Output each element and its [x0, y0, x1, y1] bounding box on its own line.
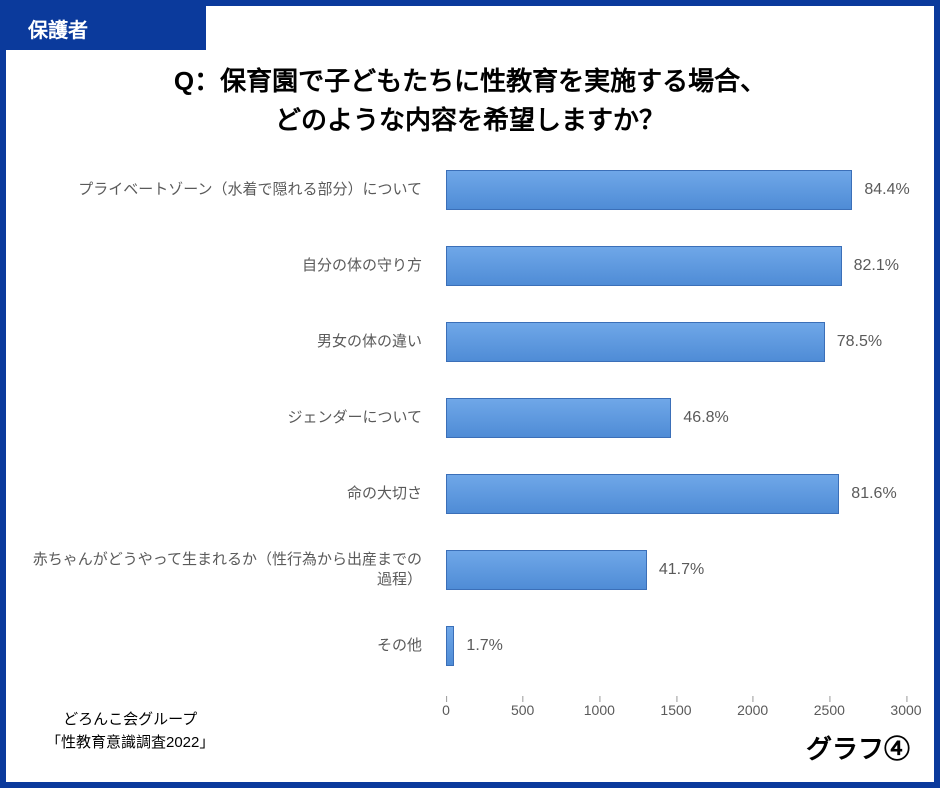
bar-plot-area: 1.7% [446, 622, 906, 670]
bar-row: 命の大切さ 81.6% [26, 470, 926, 518]
bar-plot-area: 78.5% [446, 318, 906, 366]
bar [446, 550, 647, 590]
bar-plot-area: 81.6% [446, 470, 906, 518]
x-tick: 3000 [890, 702, 921, 718]
x-tick: 1500 [660, 702, 691, 718]
x-tick: 0 [442, 702, 450, 718]
bar-row: ジェンダーについて 46.8% [26, 394, 926, 442]
category-label: 赤ちゃんがどうやって生まれるか（性行為から出産までの過程） [26, 550, 436, 591]
title-line-1: Q：保育園で子どもたちに性教育を実施する場合、 [174, 66, 766, 96]
tick-mark [753, 696, 754, 702]
tick-label: 1000 [584, 702, 615, 718]
bar-plot-area: 84.4% [446, 166, 906, 214]
bar-plot-area: 82.1% [446, 242, 906, 290]
bar-row: プライベートゾーン（水着で隠れる部分）について 84.4% [26, 166, 926, 214]
category-label: プライベートゾーン（水着で隠れる部分）について [26, 180, 436, 200]
category-label: 男女の体の違い [26, 332, 436, 352]
tick-label: 1500 [660, 702, 691, 718]
bar [446, 246, 842, 286]
bar-row: 自分の体の守り方 82.1% [26, 242, 926, 290]
bar [446, 170, 852, 210]
x-tick: 1000 [584, 702, 615, 718]
tick-mark [676, 696, 677, 702]
tick-label: 2000 [737, 702, 768, 718]
tick-mark [829, 696, 830, 702]
bar [446, 626, 454, 666]
bar [446, 322, 825, 362]
value-label: 82.1% [854, 257, 899, 275]
bar-row: その他 1.7% [26, 622, 926, 670]
value-label: 41.7% [659, 561, 704, 579]
bar-plot-area: 41.7% [446, 546, 906, 594]
tick-mark [599, 696, 600, 702]
tick-label: 0 [442, 702, 450, 718]
bar [446, 398, 671, 438]
value-label: 84.4% [864, 181, 909, 199]
category-label: ジェンダーについて [26, 408, 436, 428]
tick-mark [523, 696, 524, 702]
tick-label: 3000 [890, 702, 921, 718]
tick-mark [446, 696, 447, 702]
value-label: 1.7% [466, 637, 502, 655]
x-axis: 050010001500200025003000 [446, 702, 906, 722]
value-label: 81.6% [851, 485, 896, 503]
tick-label: 2500 [814, 702, 845, 718]
audience-tag-text: 保護者 [28, 14, 88, 43]
value-label: 78.5% [837, 333, 882, 351]
category-label: 命の大切さ [26, 484, 436, 504]
tick-label: 500 [511, 702, 534, 718]
bar [446, 474, 839, 514]
chart-number: グラフ④ [806, 729, 910, 766]
x-tick: 500 [511, 702, 534, 718]
bar-chart: プライベートゾーン（水着で隠れる部分）について 84.4% 自分の体の守り方 82.1… [26, 166, 926, 706]
chart-frame: 保護者 Q：保育園で子どもたちに性教育を実施する場合、 どのような内容を希望しま… [0, 0, 940, 788]
bar-row: 男女の体の違い 78.5% [26, 318, 926, 366]
source-line-2: 「性教育意識調査2022」 [46, 734, 214, 751]
source-attribution: どろんこ会グループ 「性教育意識調査2022」 [46, 709, 214, 754]
x-tick: 2500 [814, 702, 845, 718]
x-tick: 2000 [737, 702, 768, 718]
tick-mark [906, 696, 907, 702]
bar-plot-area: 46.8% [446, 394, 906, 442]
source-line-1: どろんこ会グループ [63, 711, 197, 728]
title-line-2: どのような内容を希望しますか？ [275, 105, 665, 135]
value-label: 46.8% [683, 409, 728, 427]
chart-title: Q：保育園で子どもたちに性教育を実施する場合、 どのような内容を希望しますか？ [6, 62, 934, 140]
audience-tag: 保護者 [6, 6, 206, 50]
bar-row: 赤ちゃんがどうやって生まれるか（性行為から出産までの過程） 41.7% [26, 546, 926, 594]
category-label: その他 [26, 636, 436, 656]
category-label: 自分の体の守り方 [26, 256, 436, 276]
